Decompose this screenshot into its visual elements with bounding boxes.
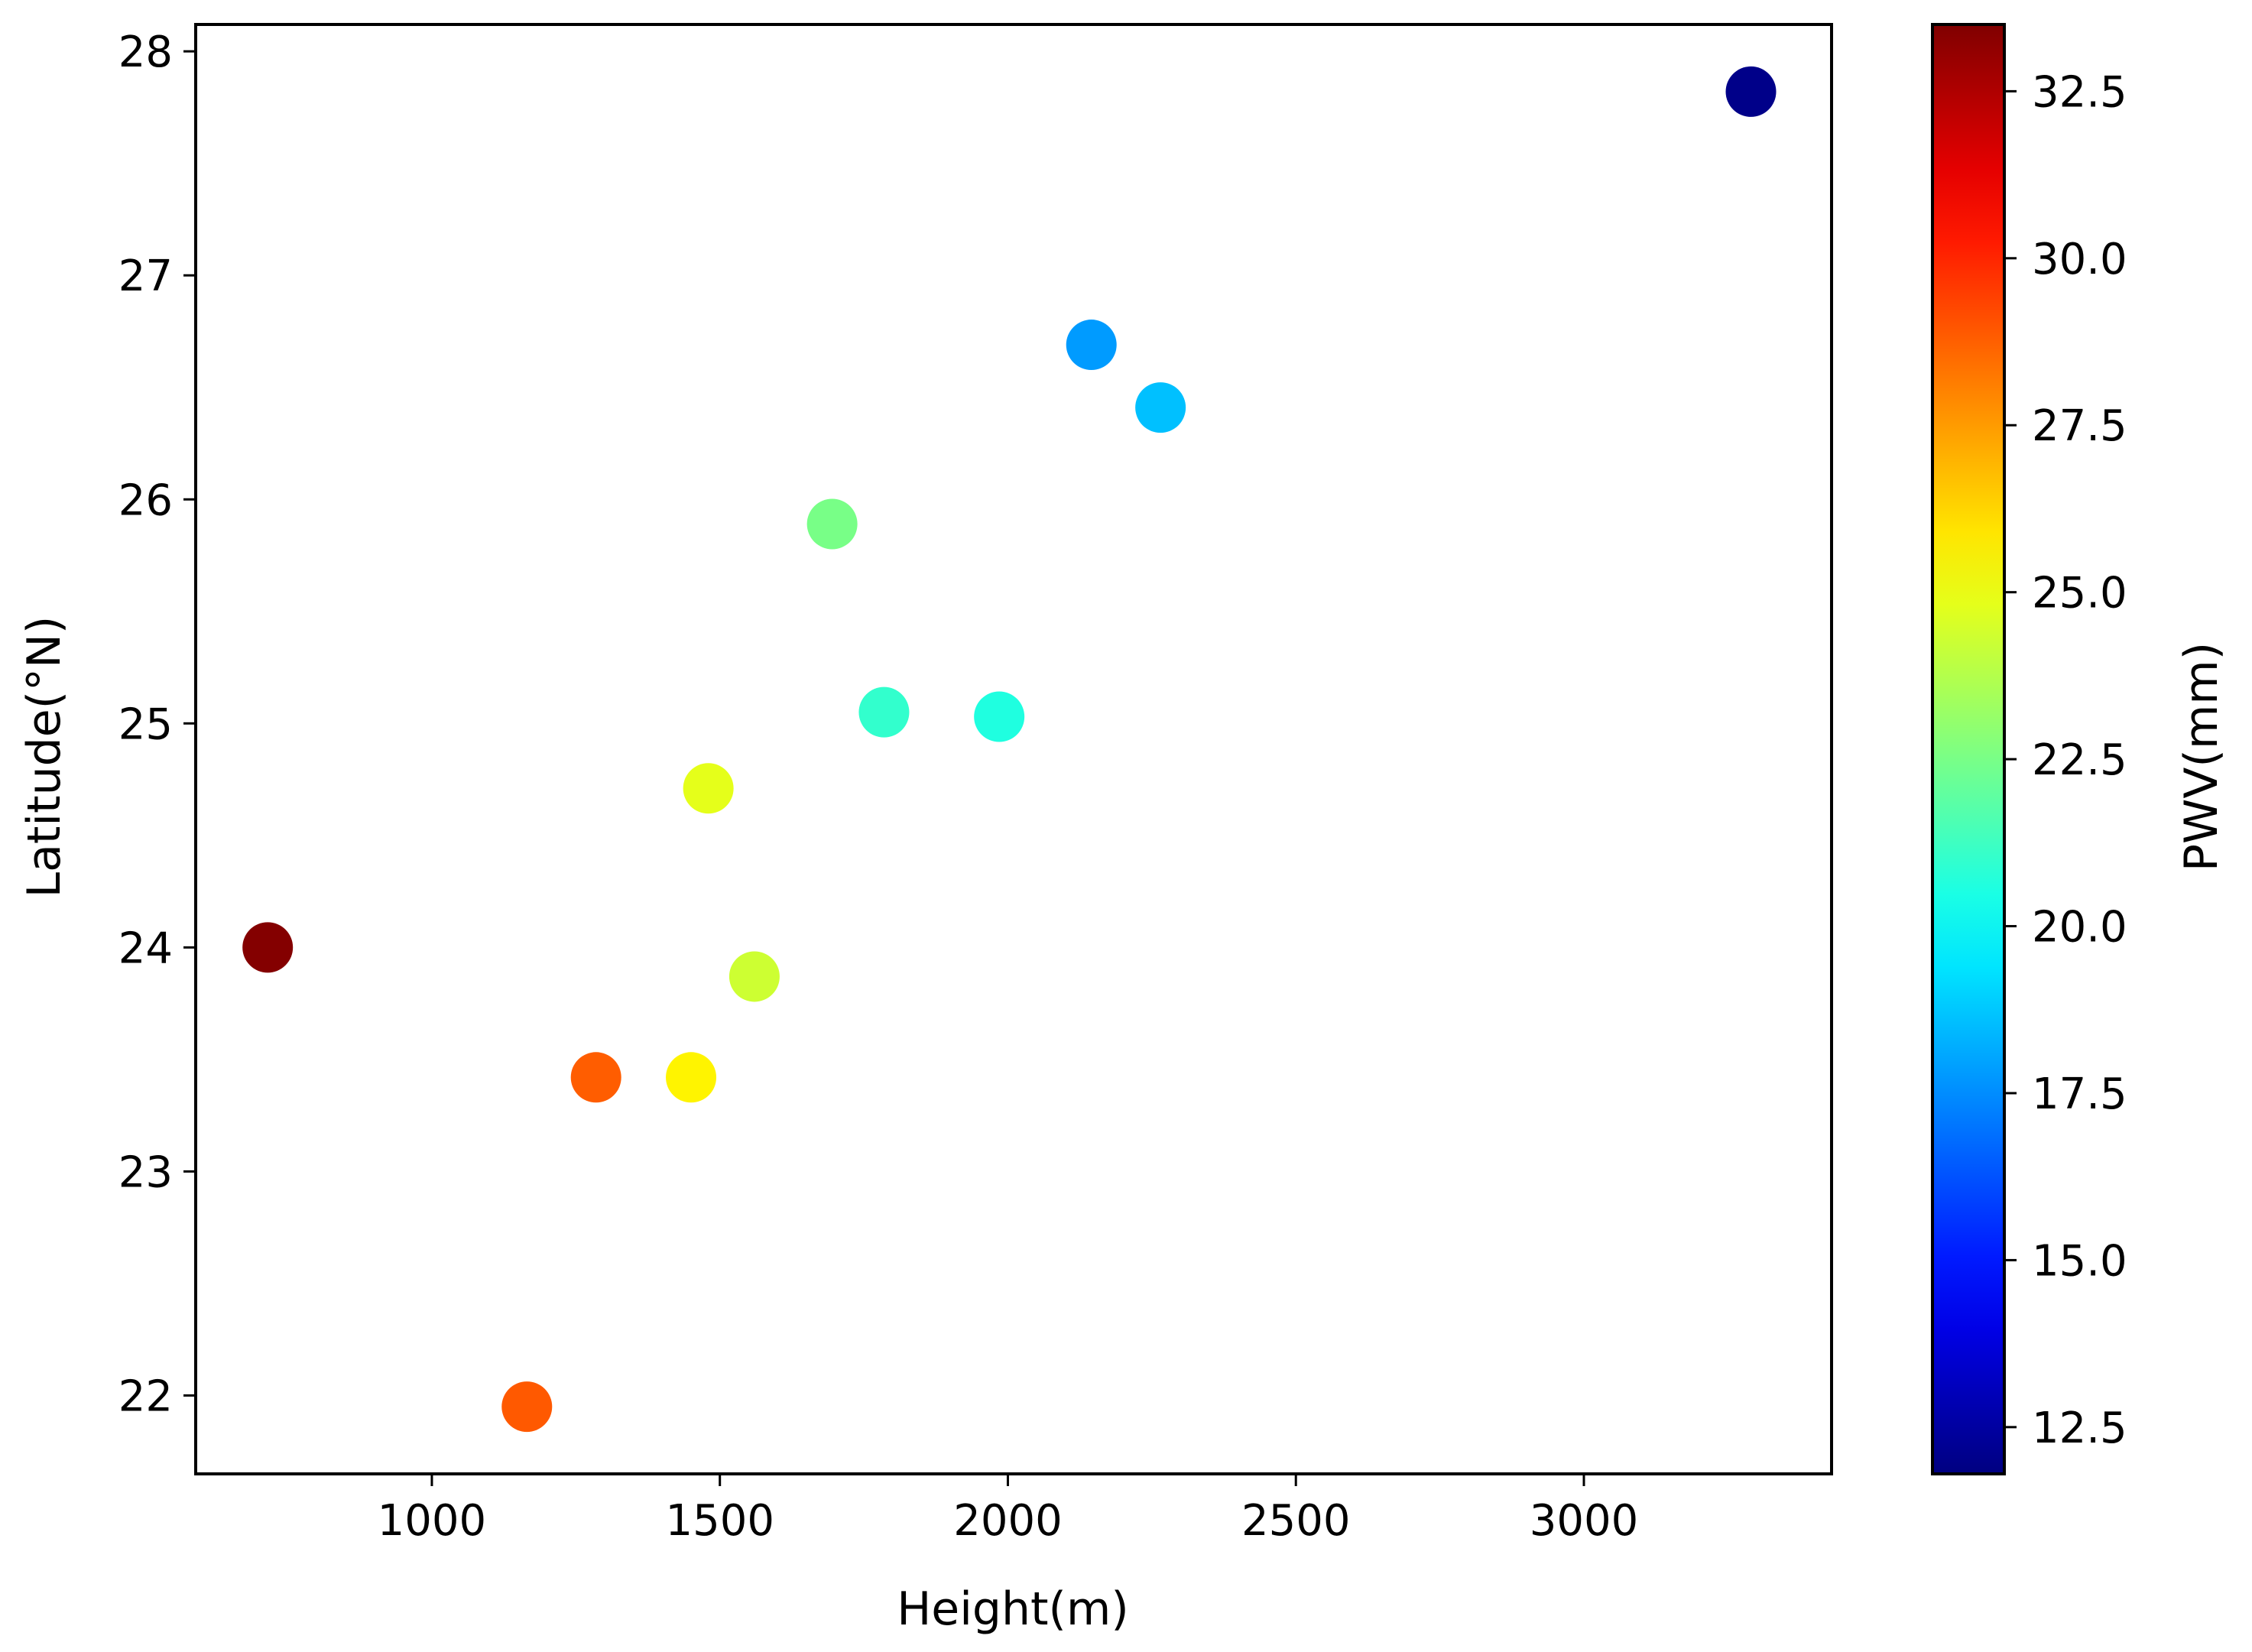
- data-point: [728, 951, 780, 1002]
- colorbar-tick-label: 12.5: [2032, 1404, 2127, 1453]
- data-point: [1066, 320, 1117, 371]
- colorbar-tick-label: 17.5: [2032, 1069, 2127, 1119]
- colorbar-tick-label: 25.0: [2032, 569, 2127, 618]
- data-point: [858, 686, 910, 738]
- y-tick-label: 25: [118, 699, 173, 749]
- data-point: [806, 498, 858, 550]
- data-point: [683, 763, 734, 814]
- colorbar-label: PWV(mm): [2175, 642, 2228, 871]
- data-point: [666, 1052, 717, 1103]
- colorbar-tick-label: 22.5: [2032, 735, 2127, 785]
- y-tick-label: 26: [118, 475, 173, 525]
- y-axis-label: Latitude(°N): [18, 616, 71, 898]
- y-tick-label: 23: [118, 1147, 173, 1197]
- x-tick-label: 1500: [665, 1496, 774, 1546]
- colorbar-tick-label: 20.0: [2032, 903, 2127, 953]
- colorbar-tick-label: 30.0: [2032, 235, 2127, 284]
- data-point: [1135, 382, 1186, 433]
- x-tick-label: 3000: [1530, 1496, 1639, 1546]
- x-tick-label: 1000: [378, 1496, 487, 1546]
- y-tick-label: 28: [118, 28, 173, 77]
- data-point: [974, 691, 1025, 742]
- colorbar-tick-label: 27.5: [2032, 401, 2127, 451]
- colorbar-tick-label: 32.5: [2032, 67, 2127, 117]
- data-point: [242, 922, 294, 973]
- colorbar-tick-label: 15.0: [2032, 1236, 2127, 1286]
- data-point: [501, 1381, 553, 1433]
- data-point: [570, 1052, 621, 1103]
- y-tick-label: 22: [118, 1371, 173, 1421]
- x-tick-label: 2000: [953, 1496, 1063, 1546]
- plot-frame: [194, 23, 1833, 1475]
- y-tick-label: 24: [118, 923, 173, 973]
- colorbar: [1931, 23, 2006, 1475]
- y-tick-label: 27: [118, 252, 173, 301]
- x-tick-label: 2500: [1241, 1496, 1351, 1546]
- data-point: [1725, 66, 1777, 117]
- x-axis-label: Height(m): [897, 1582, 1129, 1636]
